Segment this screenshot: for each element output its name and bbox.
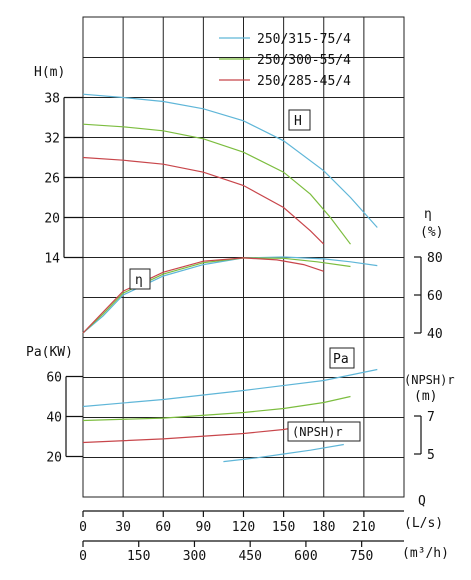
eta-box-label: η: [135, 273, 143, 288]
npsh-axis-unit: (m): [414, 389, 437, 404]
pa-axis-ticks: 60 40 20: [46, 371, 83, 466]
eta-tick-label: 60: [427, 289, 443, 304]
x-m3h-tick-label: 600: [294, 549, 317, 564]
eta-tick-label: 80: [427, 251, 443, 266]
h-axis-ticks: 38 32 26 20 14: [44, 92, 83, 267]
pa-box-label: Pa: [333, 352, 349, 367]
eta-tick-label: 40: [427, 327, 443, 342]
curve-eta: [82, 256, 378, 334]
eta-axis-label: η: [424, 207, 432, 222]
pa-axis-label: Pa(KW): [26, 345, 73, 360]
h-curve-box: H: [288, 109, 311, 131]
curve-pa: [82, 368, 378, 408]
h-tick-label: 32: [44, 132, 60, 147]
curve-npsh: [223, 443, 344, 463]
eta-axis-unit: (%): [420, 225, 443, 240]
x-m3h-tick-label: 0: [79, 549, 87, 564]
x-m3h-tick-label: 150: [127, 549, 150, 564]
eta-axis: 80 60 40: [414, 251, 443, 342]
h-tick-label: 38: [44, 92, 60, 107]
npsh-tick-label: 7: [427, 410, 435, 425]
q-axis-unit-m3h: (m³/h): [402, 546, 449, 561]
curve-eta: [82, 257, 351, 334]
x-axis-m3h: 0 150 300 450 600 750: [79, 540, 404, 564]
x-ls-tick-label: 180: [312, 520, 335, 535]
curve-h: [82, 156, 325, 245]
x-ls-tick-label: 210: [352, 520, 375, 535]
h-tick-label: 20: [44, 212, 60, 227]
pa-tick-label: 60: [46, 371, 62, 386]
pa-curve-box: Pa: [329, 347, 355, 369]
q-axis-label: Q: [418, 494, 426, 509]
x-axis-ls: 0 30 60 90 120 150 180 210: [79, 510, 404, 535]
npsh-axis-label: (NPSH)r: [404, 373, 455, 387]
legend-entry: 250/285-45/4: [257, 74, 351, 89]
legend-entry: 250/315-75/4: [257, 32, 351, 47]
pa-tick-label: 20: [46, 451, 62, 466]
eta-curve-box: η: [129, 268, 151, 290]
x-m3h-tick-label: 750: [350, 549, 373, 564]
legend-entry: 250/300-55/4: [257, 53, 351, 68]
curve-h: [82, 93, 378, 228]
h-tick-label: 26: [44, 172, 60, 187]
q-axis-unit-ls: (L/s): [404, 516, 443, 531]
npsh-axis: 75: [414, 410, 435, 463]
npsh-curve-box: (NPSH)r: [287, 421, 361, 442]
performance-curves: [82, 93, 378, 463]
h-tick-label: 14: [44, 252, 60, 267]
x-ls-tick-label: 120: [232, 520, 255, 535]
x-m3h-tick-label: 450: [238, 549, 261, 564]
x-ls-tick-label: 60: [155, 520, 171, 535]
npsh-tick-label: 5: [427, 448, 435, 463]
curve-pa: [82, 395, 351, 422]
npsh-box-label: (NPSH)r: [292, 425, 343, 439]
x-m3h-tick-label: 300: [183, 549, 206, 564]
chart-legend: 250/315-75/4 250/300-55/4 250/285-45/4: [219, 32, 351, 89]
h-axis-label: H(m): [34, 65, 65, 80]
x-ls-tick-label: 150: [272, 520, 295, 535]
curve-h: [82, 123, 351, 245]
pa-tick-label: 40: [46, 411, 62, 426]
x-ls-tick-label: 90: [196, 520, 212, 535]
h-box-label: H: [294, 114, 302, 129]
curve-eta: [82, 257, 324, 334]
x-ls-tick-label: 30: [115, 520, 131, 535]
x-ls-tick-label: 0: [79, 520, 87, 535]
